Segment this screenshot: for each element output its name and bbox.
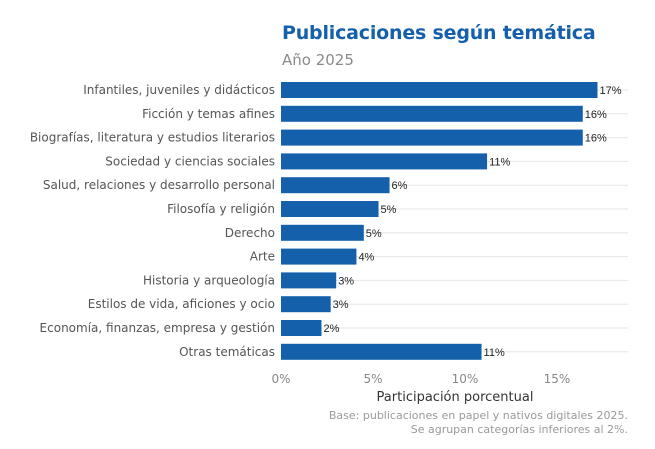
category-label: Ficción y temas afines bbox=[142, 107, 275, 121]
category-label: Historia y arqueología bbox=[143, 273, 275, 287]
bar bbox=[281, 224, 364, 241]
x-tick-label: 5% bbox=[363, 372, 382, 386]
data-label: 16% bbox=[585, 133, 607, 145]
data-label: 3% bbox=[333, 299, 349, 311]
category-label: Derecho bbox=[225, 226, 275, 240]
bar bbox=[281, 296, 331, 313]
data-label: 6% bbox=[392, 180, 408, 192]
x-tick-label: 10% bbox=[452, 372, 479, 386]
bar bbox=[281, 201, 379, 217]
gridlines bbox=[281, 89, 628, 353]
bar bbox=[281, 177, 390, 194]
category-label: Infantiles, juveniles y didácticos bbox=[83, 83, 275, 97]
chart-subtitle: Año 2025 bbox=[282, 51, 354, 69]
category-labels: Infantiles, juveniles y didácticos Ficció… bbox=[30, 83, 275, 359]
category-label: Salud, relaciones y desarrollo personal bbox=[43, 178, 275, 192]
data-label: 11% bbox=[489, 156, 510, 168]
category-label: Estilos de vida, aficiones y ocio bbox=[88, 297, 275, 311]
data-label: 2% bbox=[323, 323, 339, 335]
data-label: 16% bbox=[585, 109, 607, 121]
data-label: 3% bbox=[338, 275, 354, 287]
chart-title: Publicaciones según temática bbox=[282, 22, 596, 44]
category-label: Biografías, literatura y estudios litera… bbox=[30, 131, 275, 145]
x-axis-label: Participación porcentual bbox=[377, 390, 534, 405]
bar bbox=[281, 248, 357, 265]
data-label: 4% bbox=[358, 252, 374, 264]
category-label: Economía, finanzas, empresa y gestión bbox=[40, 321, 275, 335]
category-label: Filosofía y religión bbox=[167, 202, 275, 216]
bar bbox=[281, 82, 598, 98]
footnote-line-2: Se agrupan categorías inferiores al 2%. bbox=[411, 423, 628, 436]
data-label: 17% bbox=[599, 85, 621, 97]
bar bbox=[281, 129, 583, 146]
category-label: Arte bbox=[250, 250, 275, 264]
bar bbox=[281, 343, 482, 360]
bar bbox=[281, 320, 322, 336]
data-labels: 17% 16% 16% 11% 6% 5% 5% 4% 3% 3% 2% 11% bbox=[323, 85, 621, 359]
data-label: 5% bbox=[381, 204, 397, 216]
bar bbox=[281, 105, 583, 122]
data-label: 11% bbox=[484, 347, 505, 359]
bars bbox=[281, 82, 598, 360]
bar bbox=[281, 272, 337, 289]
category-label: Sociedad y ciencias sociales bbox=[105, 154, 275, 168]
footnote-line-1: Base: publicaciones en papel y nativos d… bbox=[329, 409, 628, 422]
data-label: 5% bbox=[366, 228, 382, 240]
bar bbox=[281, 153, 488, 170]
x-tick-label: 15% bbox=[544, 372, 571, 386]
x-tick-label: 0% bbox=[271, 372, 290, 386]
category-label: Otras temáticas bbox=[179, 345, 275, 359]
x-axis-ticks: 0% 5% 10% 15% bbox=[271, 372, 570, 386]
